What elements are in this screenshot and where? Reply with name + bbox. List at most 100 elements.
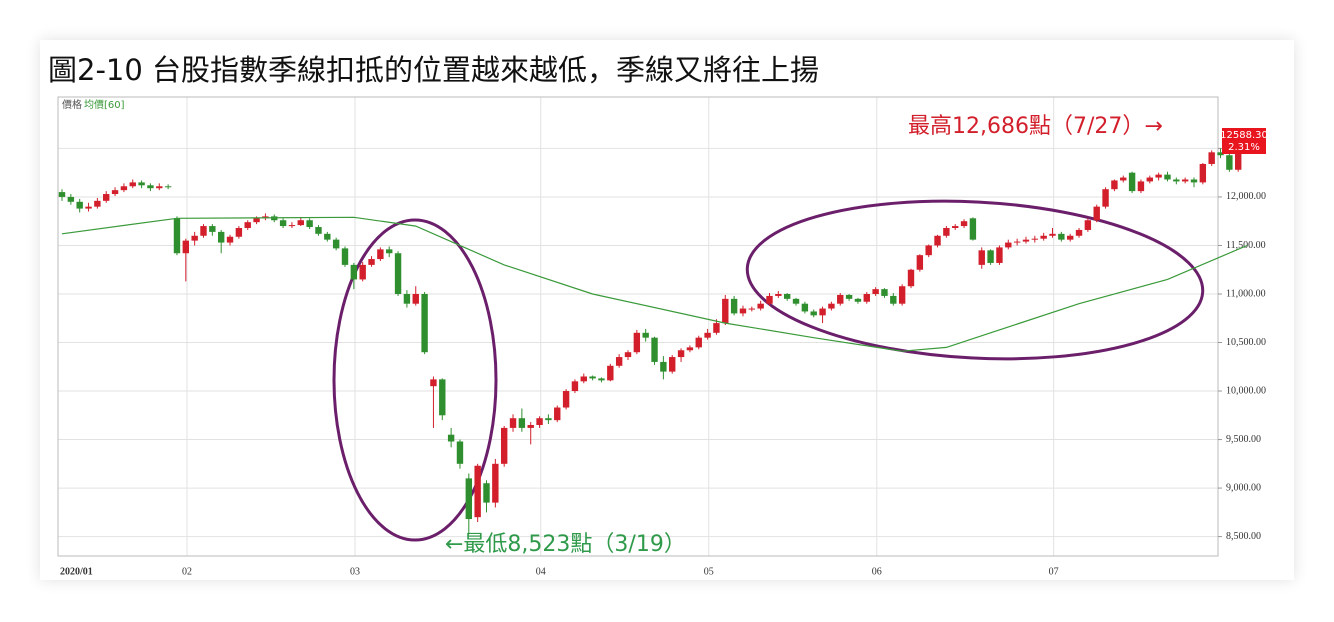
candle-body xyxy=(129,182,136,187)
candle-body xyxy=(518,418,526,428)
candle-body xyxy=(1120,177,1127,181)
candle-body xyxy=(554,407,561,421)
candle-body xyxy=(447,434,455,442)
x-tick-label: 02 xyxy=(182,566,192,577)
candle-body xyxy=(1005,242,1012,248)
candle-body xyxy=(536,418,543,425)
annotation-low: ←最低8,523點（3/19） xyxy=(445,532,686,557)
candle-body xyxy=(191,235,198,241)
candle-body xyxy=(1164,174,1171,180)
candle-body xyxy=(164,186,172,188)
price-box xyxy=(1222,128,1266,154)
candle-body xyxy=(704,332,711,338)
plot-frame xyxy=(57,96,1219,557)
candle-body xyxy=(279,220,287,227)
candle-body xyxy=(580,376,587,382)
candle-body xyxy=(872,289,879,294)
candle-body xyxy=(368,259,375,265)
candle-body xyxy=(67,196,75,202)
candle-body xyxy=(669,357,676,372)
price-label: 12588.30 xyxy=(1220,130,1268,141)
y-tick-label: 10,500.00 xyxy=(1226,337,1266,348)
candle-body xyxy=(545,418,552,421)
candle-body xyxy=(898,286,906,304)
candle-body xyxy=(120,186,128,191)
x-tick-label: 06 xyxy=(872,566,882,577)
candle-body xyxy=(500,427,508,464)
candle-body xyxy=(456,441,464,464)
candle-body xyxy=(465,478,473,520)
candle-body xyxy=(943,228,950,236)
candle-body xyxy=(607,365,614,381)
candle-body xyxy=(359,264,366,280)
candle-body xyxy=(1075,229,1083,236)
candle-body xyxy=(757,303,764,309)
candle-body xyxy=(571,381,579,392)
candle-body xyxy=(430,379,437,387)
candle-body xyxy=(854,298,862,302)
candle-body xyxy=(1146,177,1153,182)
candle-body xyxy=(341,248,349,265)
candle-body xyxy=(412,293,419,304)
candle-body xyxy=(651,337,658,362)
candle-body xyxy=(527,424,534,428)
candle-body xyxy=(200,226,207,236)
candle-body xyxy=(695,337,702,348)
candle-body xyxy=(677,350,685,358)
candle-body xyxy=(890,295,897,304)
y-tick-label: 9,500.00 xyxy=(1226,434,1261,445)
candle-body xyxy=(138,182,145,186)
candle-body xyxy=(739,308,747,314)
y-tick-label: 11,500.00 xyxy=(1226,240,1266,251)
candle-body xyxy=(147,185,154,189)
legend-ma: 均價[60] xyxy=(84,98,125,111)
x-tick-label: 07 xyxy=(1049,566,1059,577)
candle-body xyxy=(1137,181,1145,192)
y-tick-label: 9,000.00 xyxy=(1226,482,1261,493)
candle-body xyxy=(474,465,481,518)
candle-body xyxy=(713,323,720,333)
candle-body xyxy=(253,218,260,223)
candle-body xyxy=(801,303,809,312)
candle-body xyxy=(297,220,304,226)
candle-body xyxy=(837,294,844,304)
candle-body xyxy=(881,289,888,296)
candle-body xyxy=(1190,179,1198,183)
candle-body xyxy=(483,483,490,503)
candle-body xyxy=(1111,180,1118,190)
candle-body xyxy=(952,226,959,229)
candle-body xyxy=(1199,163,1207,183)
annotation-high: 最高12,686點（7/27）→ xyxy=(908,114,1163,139)
candle-body xyxy=(1235,147,1242,170)
x-tick-label: 05 xyxy=(704,566,714,577)
candle-body xyxy=(828,303,835,309)
candle-body xyxy=(421,293,428,353)
chart: 圖2-10 台股指數季線扣抵的位置越來越低，季線又將往上揚 價格 均價[60] … xyxy=(48,53,1268,577)
candle-body xyxy=(306,220,313,228)
ma-line xyxy=(61,216,1248,352)
candle-body xyxy=(377,249,384,260)
candle-body xyxy=(934,235,941,246)
candle-body xyxy=(598,378,605,381)
candle-body xyxy=(386,249,393,254)
candle-body xyxy=(1173,179,1180,182)
candle-body xyxy=(633,332,641,353)
candle-body xyxy=(810,311,817,316)
highlight-ellipse xyxy=(332,218,498,542)
candle-body xyxy=(103,194,110,201)
legend-price: 價格 xyxy=(62,98,82,111)
candle-body xyxy=(315,227,322,234)
candle-body xyxy=(439,379,446,416)
candle-body xyxy=(226,236,234,243)
candle-body xyxy=(960,221,968,227)
candle-body xyxy=(783,293,791,299)
candle-body xyxy=(562,391,570,408)
y-tick-label: 8,500.00 xyxy=(1226,531,1261,542)
candle-body xyxy=(863,293,870,302)
y-tick-label: 10,000.00 xyxy=(1226,385,1266,396)
candle-body xyxy=(987,250,994,263)
candle-body xyxy=(1022,239,1030,242)
candle-body xyxy=(1049,233,1056,236)
candle-body xyxy=(775,293,782,296)
